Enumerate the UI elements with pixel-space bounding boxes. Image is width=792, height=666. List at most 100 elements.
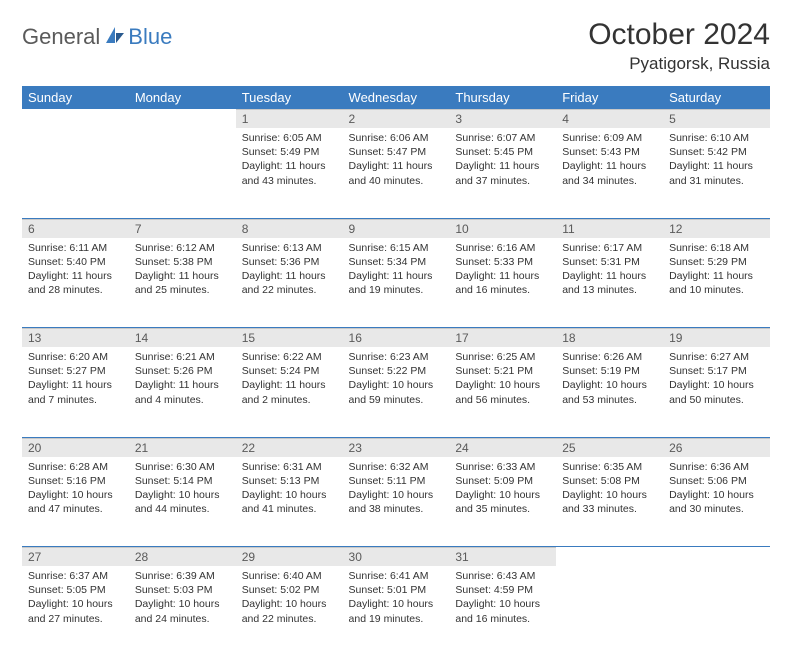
day-details: Sunrise: 6:36 AMSunset: 5:06 PMDaylight:… xyxy=(663,457,770,523)
day-number: 3 xyxy=(449,109,556,128)
calendar-cell: Sunrise: 6:31 AMSunset: 5:13 PMDaylight:… xyxy=(236,457,343,547)
day-number: 12 xyxy=(663,219,770,238)
day-number: 6 xyxy=(22,219,129,238)
calendar-cell: Sunrise: 6:37 AMSunset: 5:05 PMDaylight:… xyxy=(22,566,129,656)
day-number-empty xyxy=(129,109,236,128)
day-content-row: Sunrise: 6:05 AMSunset: 5:49 PMDaylight:… xyxy=(22,128,770,218)
day-details: Sunrise: 6:39 AMSunset: 5:03 PMDaylight:… xyxy=(129,566,236,632)
day-details: Sunrise: 6:30 AMSunset: 5:14 PMDaylight:… xyxy=(129,457,236,523)
day-number: 17 xyxy=(449,328,556,347)
day-number: 21 xyxy=(129,438,236,457)
calendar-cell: Sunrise: 6:39 AMSunset: 5:03 PMDaylight:… xyxy=(129,566,236,656)
sail-icon xyxy=(104,25,126,50)
daynum-row: 20212223242526 xyxy=(22,438,770,457)
calendar-cell: Sunrise: 6:13 AMSunset: 5:36 PMDaylight:… xyxy=(236,238,343,328)
day-details: Sunrise: 6:22 AMSunset: 5:24 PMDaylight:… xyxy=(236,347,343,413)
logo-text-blue: Blue xyxy=(128,24,172,50)
day-number: 24 xyxy=(449,438,556,457)
calendar-cell: Sunrise: 6:26 AMSunset: 5:19 PMDaylight:… xyxy=(556,347,663,437)
day-number: 23 xyxy=(343,438,450,457)
page-title: October 2024 xyxy=(588,18,770,52)
calendar-cell: Sunrise: 6:09 AMSunset: 5:43 PMDaylight:… xyxy=(556,128,663,218)
day-number: 26 xyxy=(663,438,770,457)
day-details: Sunrise: 6:13 AMSunset: 5:36 PMDaylight:… xyxy=(236,238,343,304)
calendar-cell: Sunrise: 6:25 AMSunset: 5:21 PMDaylight:… xyxy=(449,347,556,437)
day-number: 22 xyxy=(236,438,343,457)
day-number-empty xyxy=(556,547,663,566)
daynum-row: 12345 xyxy=(22,109,770,128)
calendar-cell: Sunrise: 6:36 AMSunset: 5:06 PMDaylight:… xyxy=(663,457,770,547)
day-number: 30 xyxy=(343,547,450,566)
day-details: Sunrise: 6:20 AMSunset: 5:27 PMDaylight:… xyxy=(22,347,129,413)
day-details: Sunrise: 6:33 AMSunset: 5:09 PMDaylight:… xyxy=(449,457,556,523)
day-number: 4 xyxy=(556,109,663,128)
dayname-header: Thursday xyxy=(449,86,556,109)
day-number: 20 xyxy=(22,438,129,457)
calendar-cell: Sunrise: 6:20 AMSunset: 5:27 PMDaylight:… xyxy=(22,347,129,437)
dayname-header: Saturday xyxy=(663,86,770,109)
calendar-cell xyxy=(556,566,663,656)
day-details: Sunrise: 6:28 AMSunset: 5:16 PMDaylight:… xyxy=(22,457,129,523)
calendar-cell: Sunrise: 6:10 AMSunset: 5:42 PMDaylight:… xyxy=(663,128,770,218)
calendar-cell: Sunrise: 6:21 AMSunset: 5:26 PMDaylight:… xyxy=(129,347,236,437)
day-details: Sunrise: 6:41 AMSunset: 5:01 PMDaylight:… xyxy=(343,566,450,632)
day-number: 28 xyxy=(129,547,236,566)
calendar-cell: Sunrise: 6:30 AMSunset: 5:14 PMDaylight:… xyxy=(129,457,236,547)
calendar-cell: Sunrise: 6:32 AMSunset: 5:11 PMDaylight:… xyxy=(343,457,450,547)
day-details: Sunrise: 6:25 AMSunset: 5:21 PMDaylight:… xyxy=(449,347,556,413)
daynum-row: 2728293031 xyxy=(22,547,770,566)
day-number: 27 xyxy=(22,547,129,566)
day-number: 7 xyxy=(129,219,236,238)
day-details: Sunrise: 6:18 AMSunset: 5:29 PMDaylight:… xyxy=(663,238,770,304)
dayname-header: Monday xyxy=(129,86,236,109)
day-details: Sunrise: 6:37 AMSunset: 5:05 PMDaylight:… xyxy=(22,566,129,632)
day-number: 2 xyxy=(343,109,450,128)
header: General Blue October 2024 Pyatigorsk, Ru… xyxy=(22,18,770,74)
day-number: 29 xyxy=(236,547,343,566)
day-details: Sunrise: 6:15 AMSunset: 5:34 PMDaylight:… xyxy=(343,238,450,304)
day-number: 31 xyxy=(449,547,556,566)
day-number: 14 xyxy=(129,328,236,347)
dayname-header: Sunday xyxy=(22,86,129,109)
calendar-cell: Sunrise: 6:12 AMSunset: 5:38 PMDaylight:… xyxy=(129,238,236,328)
daynum-row: 6789101112 xyxy=(22,219,770,238)
day-details: Sunrise: 6:06 AMSunset: 5:47 PMDaylight:… xyxy=(343,128,450,194)
calendar-cell: Sunrise: 6:05 AMSunset: 5:49 PMDaylight:… xyxy=(236,128,343,218)
calendar-cell: Sunrise: 6:40 AMSunset: 5:02 PMDaylight:… xyxy=(236,566,343,656)
day-details: Sunrise: 6:12 AMSunset: 5:38 PMDaylight:… xyxy=(129,238,236,304)
day-number: 13 xyxy=(22,328,129,347)
dayname-header: Wednesday xyxy=(343,86,450,109)
calendar-cell: Sunrise: 6:11 AMSunset: 5:40 PMDaylight:… xyxy=(22,238,129,328)
day-details: Sunrise: 6:21 AMSunset: 5:26 PMDaylight:… xyxy=(129,347,236,413)
dayname-header-row: SundayMondayTuesdayWednesdayThursdayFrid… xyxy=(22,86,770,109)
day-details: Sunrise: 6:10 AMSunset: 5:42 PMDaylight:… xyxy=(663,128,770,194)
day-details: Sunrise: 6:35 AMSunset: 5:08 PMDaylight:… xyxy=(556,457,663,523)
calendar-cell: Sunrise: 6:06 AMSunset: 5:47 PMDaylight:… xyxy=(343,128,450,218)
day-number: 16 xyxy=(343,328,450,347)
day-content-row: Sunrise: 6:28 AMSunset: 5:16 PMDaylight:… xyxy=(22,457,770,547)
day-number: 19 xyxy=(663,328,770,347)
day-details: Sunrise: 6:11 AMSunset: 5:40 PMDaylight:… xyxy=(22,238,129,304)
day-number: 25 xyxy=(556,438,663,457)
day-content-row: Sunrise: 6:37 AMSunset: 5:05 PMDaylight:… xyxy=(22,566,770,656)
calendar-cell: Sunrise: 6:15 AMSunset: 5:34 PMDaylight:… xyxy=(343,238,450,328)
day-content-row: Sunrise: 6:20 AMSunset: 5:27 PMDaylight:… xyxy=(22,347,770,437)
calendar-cell: Sunrise: 6:18 AMSunset: 5:29 PMDaylight:… xyxy=(663,238,770,328)
calendar-cell: Sunrise: 6:17 AMSunset: 5:31 PMDaylight:… xyxy=(556,238,663,328)
day-details: Sunrise: 6:05 AMSunset: 5:49 PMDaylight:… xyxy=(236,128,343,194)
day-number: 18 xyxy=(556,328,663,347)
day-number: 11 xyxy=(556,219,663,238)
calendar-cell: Sunrise: 6:28 AMSunset: 5:16 PMDaylight:… xyxy=(22,457,129,547)
dayname-header: Tuesday xyxy=(236,86,343,109)
day-content-row: Sunrise: 6:11 AMSunset: 5:40 PMDaylight:… xyxy=(22,238,770,328)
day-details: Sunrise: 6:17 AMSunset: 5:31 PMDaylight:… xyxy=(556,238,663,304)
day-details: Sunrise: 6:07 AMSunset: 5:45 PMDaylight:… xyxy=(449,128,556,194)
day-number-empty xyxy=(22,109,129,128)
calendar-cell: Sunrise: 6:27 AMSunset: 5:17 PMDaylight:… xyxy=(663,347,770,437)
calendar-cell: Sunrise: 6:23 AMSunset: 5:22 PMDaylight:… xyxy=(343,347,450,437)
day-number: 10 xyxy=(449,219,556,238)
calendar-cell xyxy=(22,128,129,218)
day-number: 15 xyxy=(236,328,343,347)
day-number: 1 xyxy=(236,109,343,128)
calendar-cell: Sunrise: 6:43 AMSunset: 4:59 PMDaylight:… xyxy=(449,566,556,656)
